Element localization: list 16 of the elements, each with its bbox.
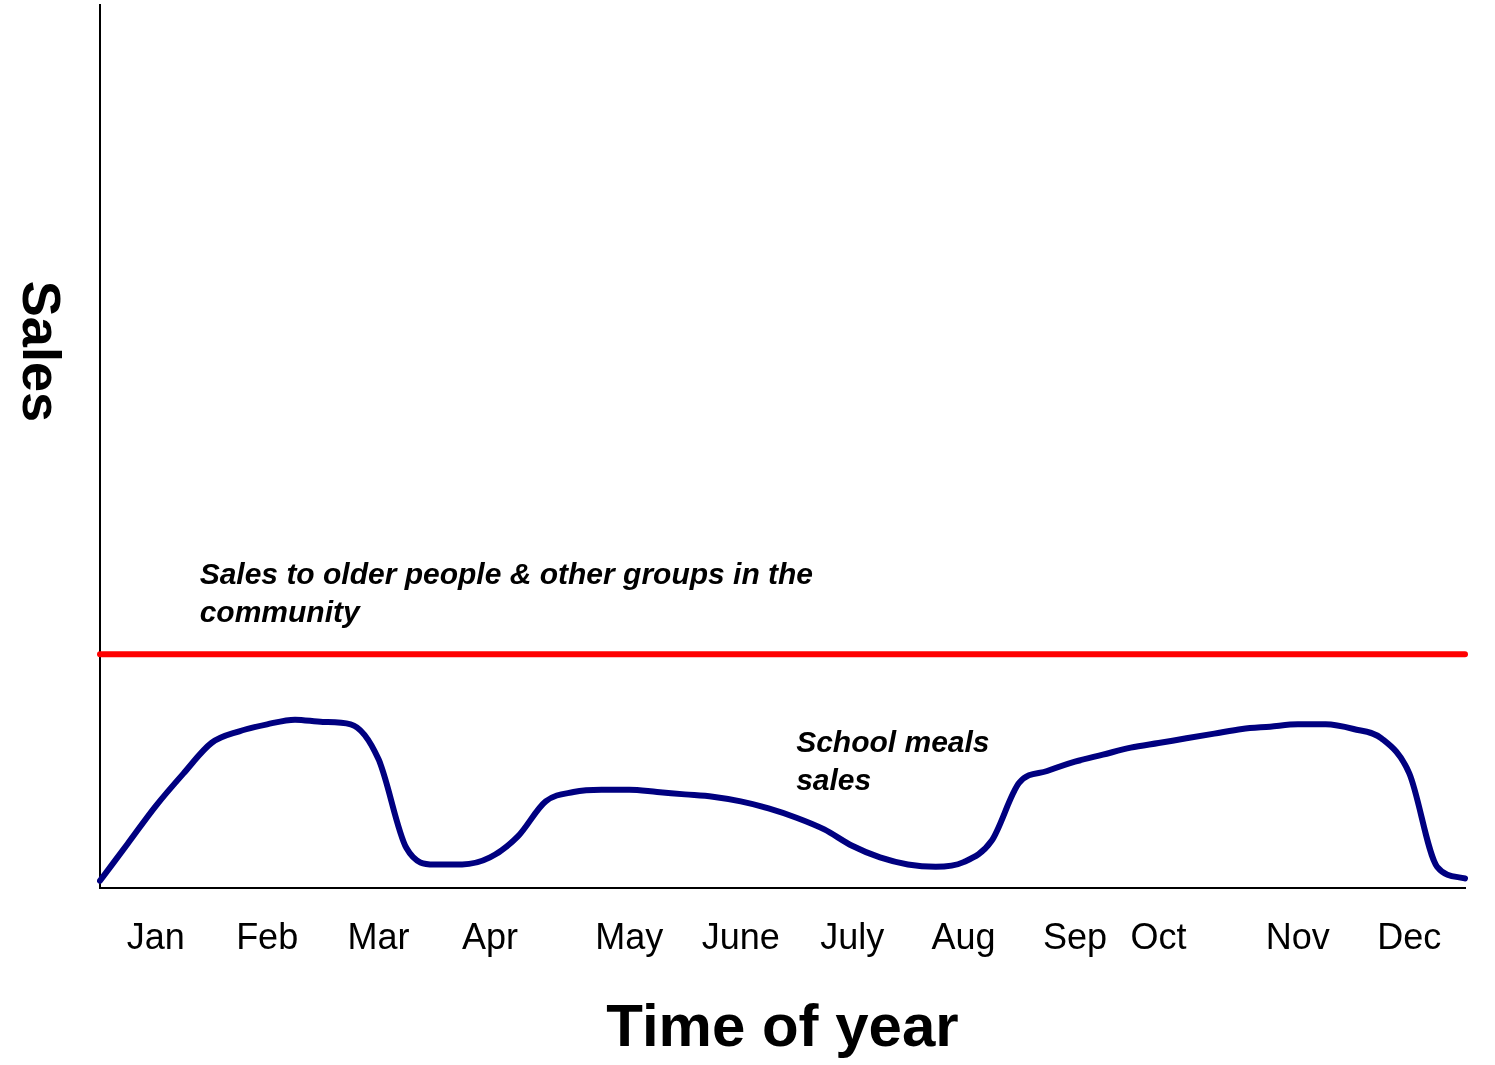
- y-axis-title: Sales: [12, 280, 73, 422]
- x-tick-label: Mar: [347, 916, 410, 958]
- x-tick-label: Aug: [931, 916, 996, 958]
- x-tick-label: Oct: [1130, 916, 1187, 958]
- x-tick-label: Feb: [236, 916, 299, 958]
- x-axis-title: Time of year: [606, 991, 959, 1059]
- x-tick-label: Dec: [1377, 916, 1442, 958]
- x-tick-label: June: [701, 916, 780, 958]
- x-tick-label: Apr: [461, 916, 519, 958]
- x-tick-label: Jan: [126, 916, 185, 958]
- x-tick-label: July: [820, 916, 885, 958]
- annotation: School meals sales: [796, 725, 990, 797]
- x-tick-label: Sep: [1042, 916, 1108, 958]
- x-tick-label: Nov: [1265, 916, 1330, 958]
- text: Sales to older people & other groups in the community: [199, 557, 814, 629]
- x-tick-label: May: [595, 916, 664, 958]
